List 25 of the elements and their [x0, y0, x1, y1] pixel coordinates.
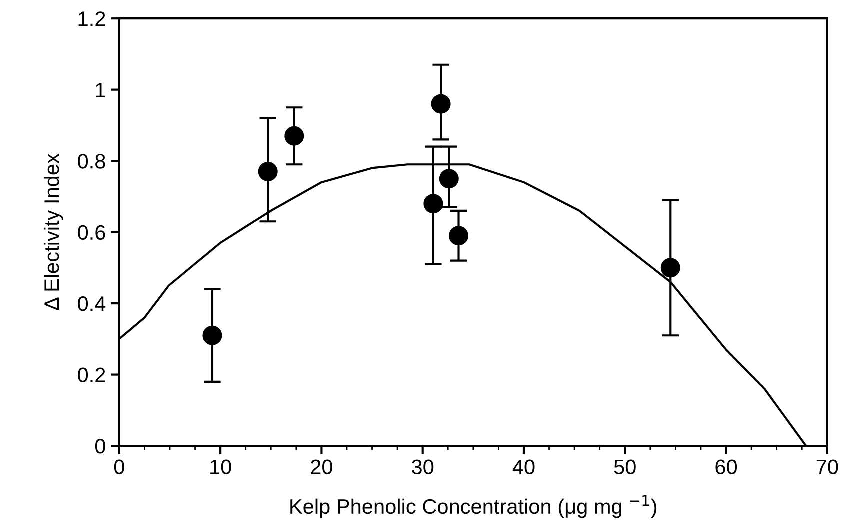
x-axis-title: Kelp Phenolic Concentration (μg mg $^{−1}$) — [290, 495, 657, 518]
y-axis-title: Δ Electivity Index — [44, 154, 64, 310]
y-tick-label: 0.2 — [78, 368, 106, 383]
y-tick-label: 0 — [95, 439, 106, 454]
point — [431, 94, 451, 114]
point — [439, 169, 459, 189]
y-tick-label: 0.6 — [78, 225, 106, 240]
x-tick-label: 20 — [311, 460, 332, 475]
x-tick-label: 40 — [512, 460, 535, 475]
point — [258, 162, 278, 182]
x-tick-label: 50 — [614, 460, 636, 475]
point — [202, 326, 222, 346]
point — [449, 226, 468, 246]
y-tick-label: 1 — [96, 83, 106, 98]
x-tick-label: 10 — [210, 460, 232, 475]
y-tick-label: 0.8 — [78, 154, 106, 169]
y-tick-label: 0.4 — [78, 296, 106, 312]
x-tick-label: 30 — [412, 460, 434, 475]
point — [660, 258, 680, 278]
x-tick-label: 70 — [816, 460, 838, 475]
y-tick-label: 1.2 — [78, 12, 106, 26]
x-tick-label: 0 — [114, 460, 124, 475]
point — [424, 194, 444, 214]
point — [284, 126, 304, 146]
x-tick-label: 60 — [716, 460, 738, 475]
